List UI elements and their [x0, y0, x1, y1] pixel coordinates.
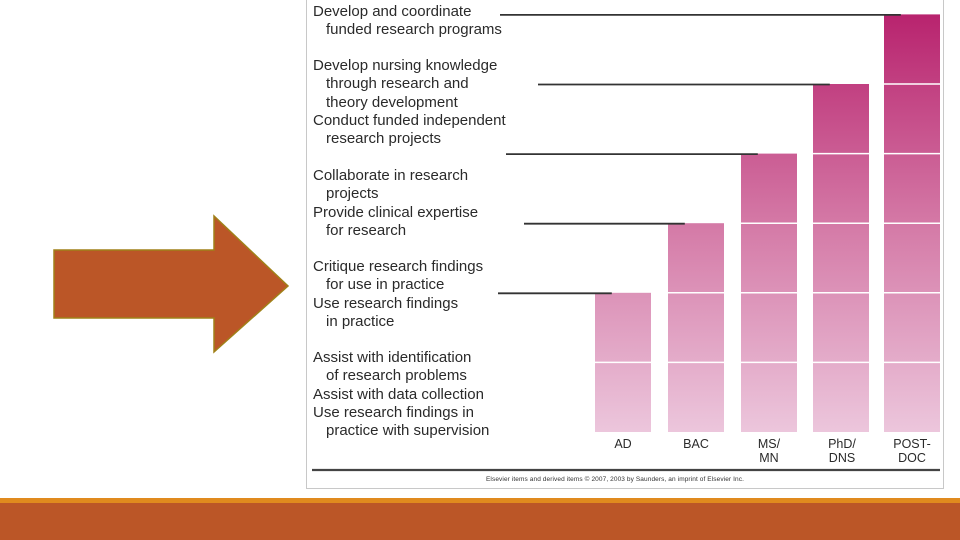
annotation-line: research projects: [326, 130, 442, 148]
annotation-line: funded research programs: [326, 21, 502, 39]
bar-phd-dns: [813, 84, 869, 432]
annotation-line: in practice: [326, 312, 395, 330]
bars-group: [595, 14, 940, 433]
annotation-line: practice with supervision: [326, 422, 490, 440]
annotation-line: through research and: [326, 75, 469, 93]
annotation-line: Conduct funded independent: [313, 111, 506, 129]
annotation-line: Use research findings: [313, 294, 459, 312]
annotation-line: Develop and coordinate: [313, 3, 472, 20]
annotation-line: for use in practice: [326, 276, 445, 294]
annotation-post-doc: Develop and coordinate funded research pr…: [313, 3, 502, 40]
annotation-ad: Assist with identification of research pr…: [313, 349, 489, 440]
accent-stripe: [0, 498, 960, 503]
annotation-line: Assist with data collection: [313, 385, 484, 403]
annotation-line: Develop nursing knowledge: [313, 57, 498, 74]
annotation-ms-mn: Collaborate in research projects Provide c…: [313, 167, 478, 240]
annotation-line: theory development: [326, 93, 458, 111]
annotation-line: for research: [326, 221, 407, 239]
bar-bac: [668, 223, 724, 432]
copyright-credit: Elsevier items and derived items © 2007,…: [486, 476, 744, 483]
x-tick-label-bac: BAC: [683, 437, 709, 451]
annotation-phd-dns: Develop nursing knowledge through researc…: [313, 57, 506, 148]
annotation-line: Provide clinical expertise: [313, 203, 479, 221]
annotation-line: projects: [326, 185, 379, 203]
annotation-line: Assist with identification: [313, 349, 472, 366]
x-tick-label-ms-mn: MS/ MN: [757, 437, 781, 465]
right-arrow-icon: [53, 214, 290, 354]
footer-bar: [0, 503, 960, 540]
annotation-line: of research problems: [326, 367, 467, 385]
annotation-line: Collaborate in research: [313, 167, 469, 184]
x-tick-label-post-doc: POST- DOC: [893, 437, 931, 465]
leader-lines-group: [498, 13, 901, 295]
annotation-bac: Critique research findings for use in pra…: [313, 258, 483, 331]
annotation-line: Use research findings in: [313, 403, 474, 421]
x-tick-label-phd-dns: PhD/ DNS: [828, 437, 856, 465]
annotation-line: Critique research findings: [313, 258, 484, 275]
x-tick-label-ad: AD: [614, 437, 632, 451]
